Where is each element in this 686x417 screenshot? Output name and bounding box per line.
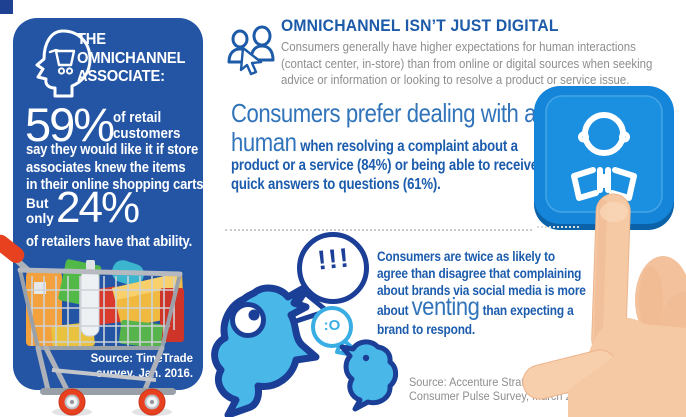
stat-59-qualifier: of retail customers	[113, 110, 181, 142]
card-title: THE OMNICHANNEL ASSOCIATE:	[77, 31, 186, 85]
corner-artifact	[0, 0, 13, 14]
stat-59-text: say they would like it if store associat…	[26, 142, 207, 193]
human-keyboard-key	[534, 86, 674, 230]
key-shadow	[537, 226, 579, 228]
stat-24-value: 24%	[56, 183, 140, 232]
twitter-bird-icon	[211, 284, 320, 417]
people-cursor-icon	[227, 25, 275, 76]
exclaim-bubble-text: !!!	[315, 242, 352, 276]
small-bird-icon	[339, 339, 399, 412]
head-shopping-cart-icon	[35, 29, 92, 98]
stat-24-text: of retailers have that ability.	[26, 234, 193, 250]
emoji-bubble-text: :O	[323, 317, 341, 334]
stat-24-prefix: But only	[26, 196, 54, 226]
prefer-human-text: Consumers prefer dealing with a human wh…	[231, 98, 538, 193]
shopping-cart-image	[0, 234, 184, 416]
social-media-art	[211, 232, 399, 417]
dotted-divider	[225, 229, 532, 231]
social-media-text: Consumers are twice as likely to agree t…	[377, 249, 586, 337]
section-title: OMNICHANNEL ISN’T JUST DIGITAL	[281, 17, 559, 35]
hand-image	[522, 193, 686, 417]
section-body: Consumers generally have higher expectat…	[281, 39, 653, 87]
stat-59-value: 59%	[25, 98, 115, 151]
